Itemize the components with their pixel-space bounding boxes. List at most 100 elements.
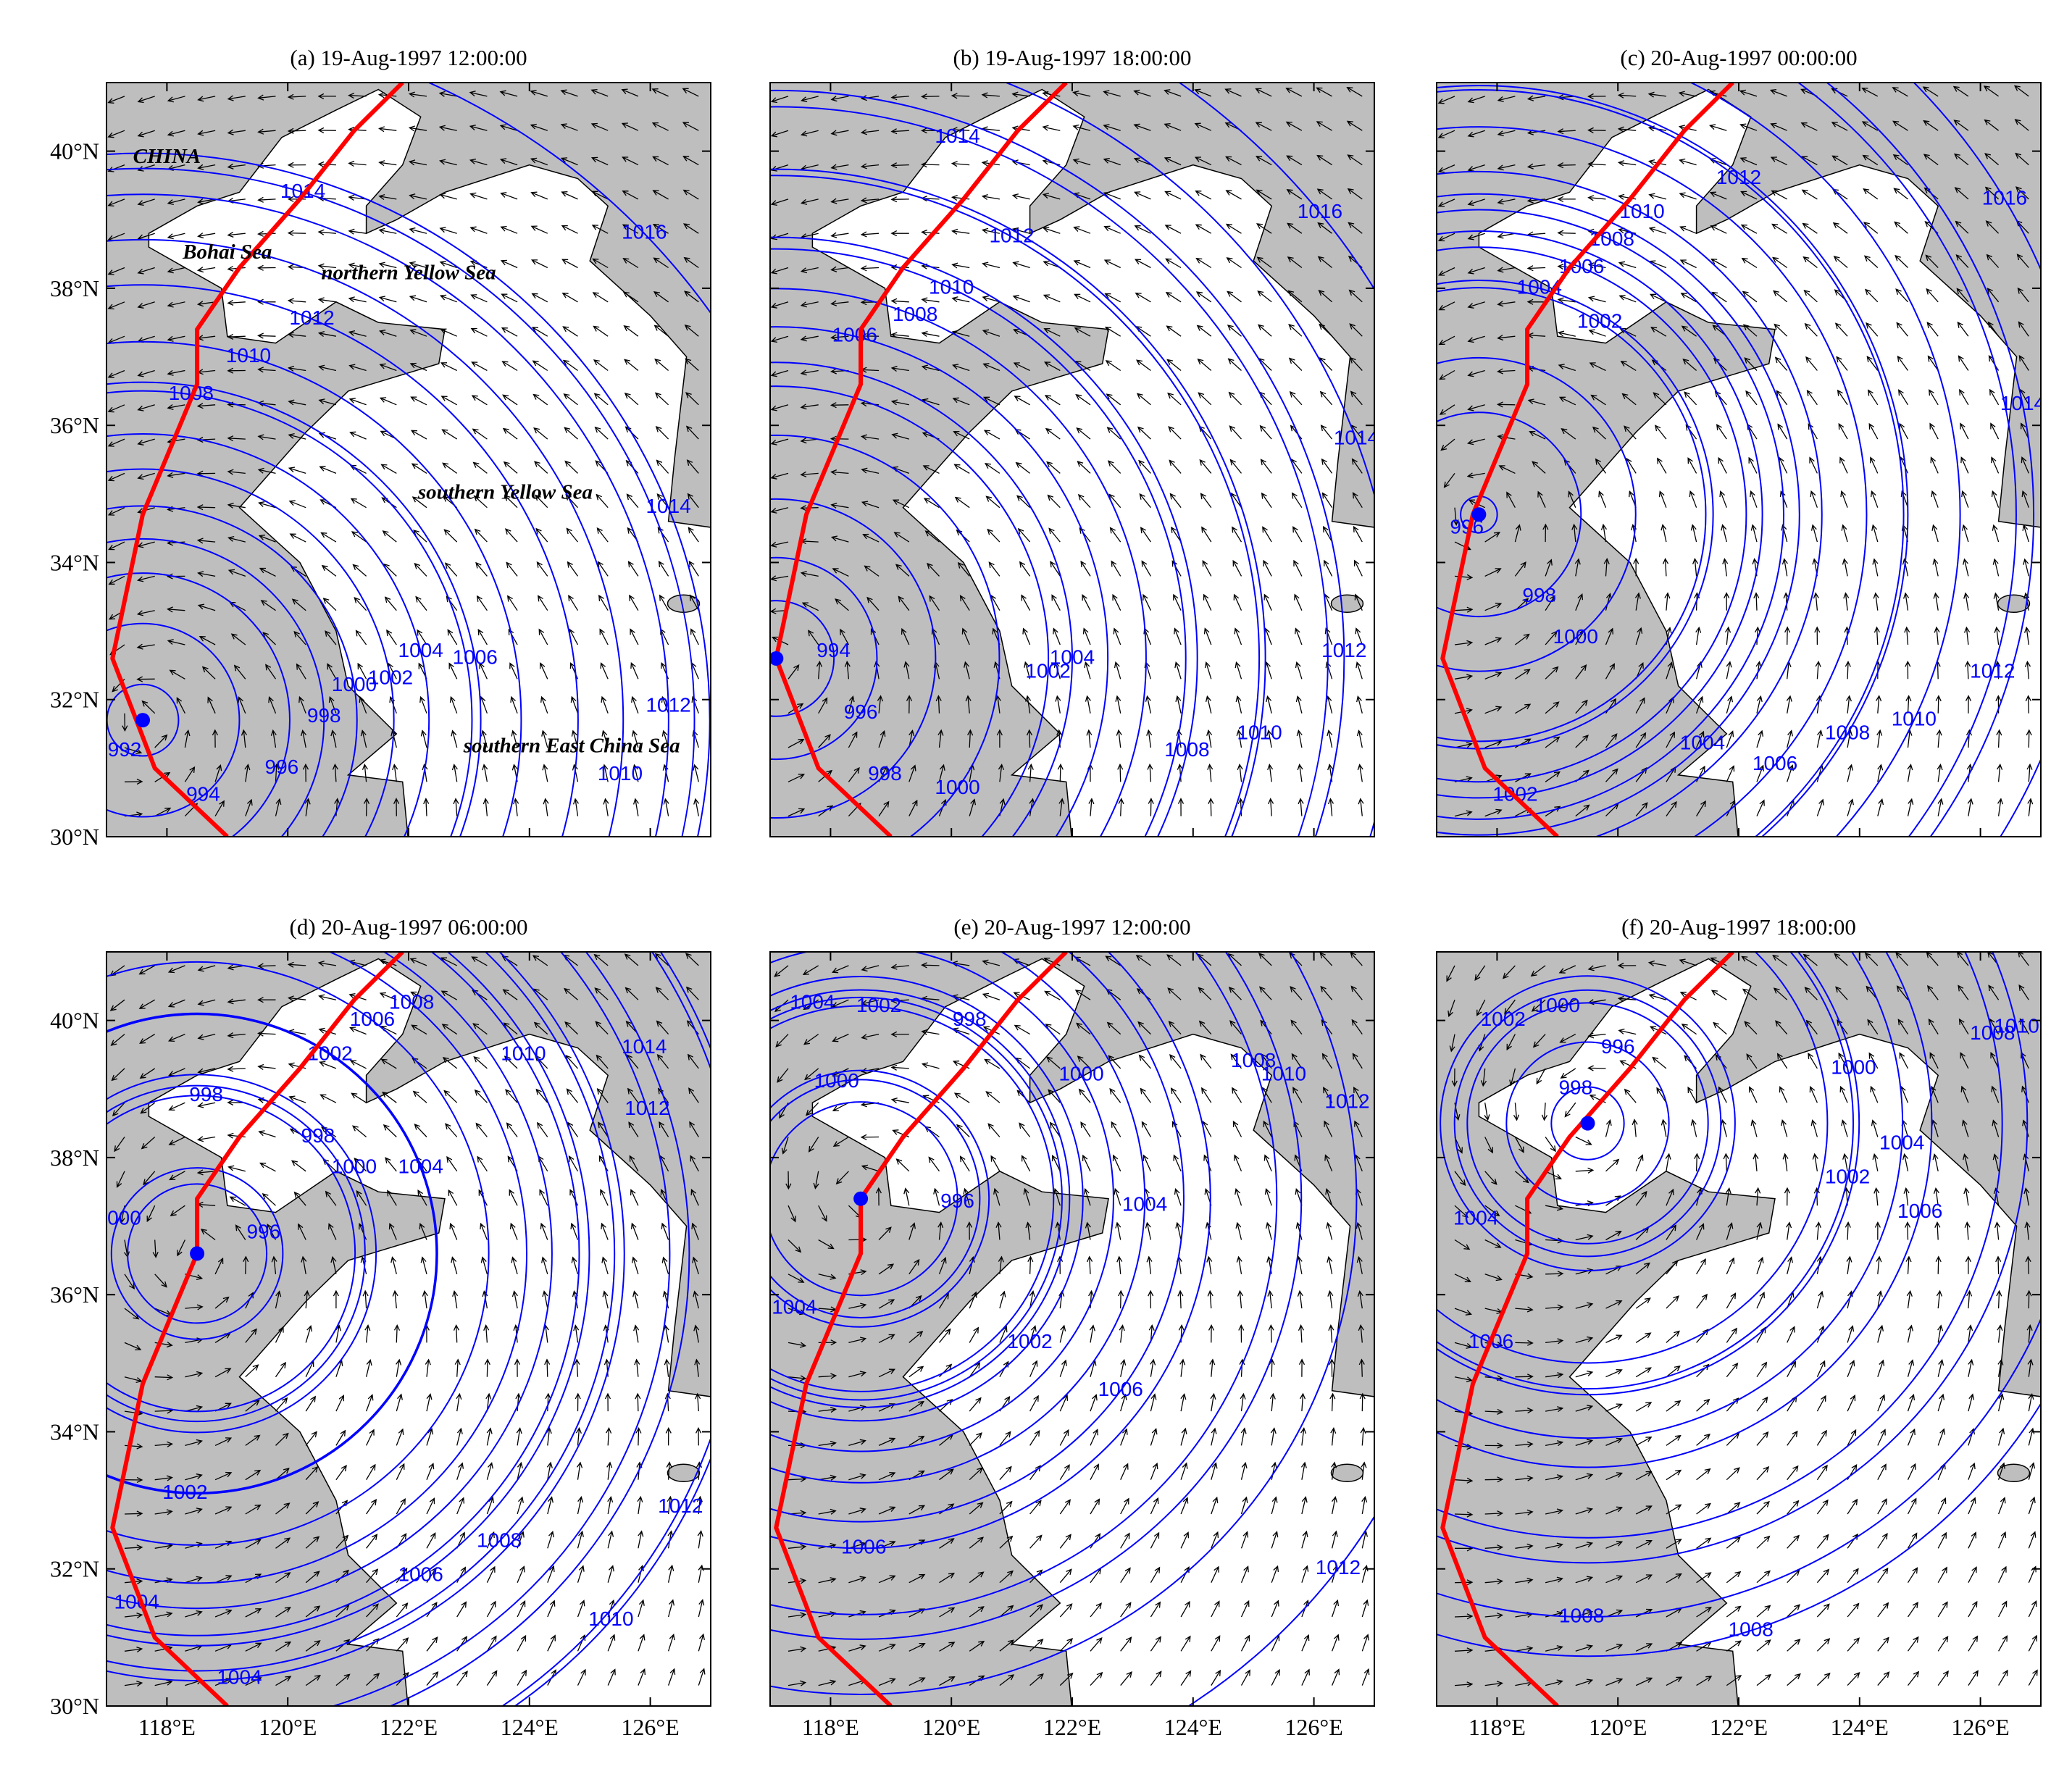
- wind-arrow: [1748, 1086, 1758, 1103]
- wind-arrow: [1997, 1427, 2005, 1446]
- wind-arrow: [1804, 322, 1818, 337]
- isobar-label: 996: [940, 1189, 974, 1212]
- wind-arrow: [1355, 627, 1363, 645]
- wind-arrow: [2013, 85, 2029, 97]
- wind-arrow: [1076, 1022, 1091, 1035]
- wind-arrow: [1171, 560, 1182, 577]
- wind-arrow: [1474, 965, 1486, 982]
- wind-arrow: [1292, 526, 1303, 543]
- wind-arrow: [257, 128, 276, 135]
- wind-arrow: [1723, 1153, 1729, 1171]
- wind-arrow: [530, 191, 548, 200]
- wind-arrow: [1839, 1085, 1848, 1103]
- isobar-label: 1004: [1453, 1206, 1498, 1229]
- wind-arrow: [1991, 490, 2000, 508]
- wind-arrow: [1635, 1505, 1653, 1515]
- wind-arrow: [607, 1495, 614, 1515]
- wind-arrow: [1575, 1610, 1594, 1618]
- wind-arrow: [486, 1462, 493, 1480]
- wind-arrow: [1952, 85, 1969, 97]
- isobar-label: 1000: [814, 1069, 859, 1092]
- wind-arrow: [601, 695, 609, 714]
- wind-arrow: [1453, 507, 1459, 527]
- wind-arrow: [176, 697, 185, 714]
- wind-arrow: [384, 596, 397, 611]
- wind-arrow: [1605, 1575, 1624, 1584]
- wind-arrow: [938, 1257, 947, 1275]
- wind-arrow: [1813, 1187, 1820, 1206]
- wind-arrow: [1769, 89, 1787, 97]
- wind-arrow: [1605, 733, 1618, 748]
- wind-arrow: [1053, 661, 1061, 680]
- isobar: [770, 952, 1278, 1615]
- isobar-label: 1014: [622, 1035, 667, 1058]
- wind-arrow: [628, 1121, 639, 1137]
- isobar: [770, 361, 1073, 837]
- wind-arrow: [230, 633, 246, 645]
- wind-arrow: [137, 198, 155, 206]
- isobar-label: 1006: [453, 645, 498, 668]
- isobar-label: 1008: [893, 303, 937, 325]
- wind-arrow: [451, 764, 458, 782]
- isobar-label: 1012: [646, 694, 690, 716]
- wind-arrow: [469, 158, 488, 166]
- wind-arrow: [631, 1256, 639, 1274]
- wind-arrow: [1323, 1087, 1333, 1103]
- wind-arrow: [2028, 1600, 2037, 1618]
- wind-arrow: [298, 1223, 306, 1240]
- wind-arrow: [1742, 290, 1758, 303]
- wind-arrow: [1907, 798, 1914, 816]
- wind-arrow: [262, 632, 276, 645]
- wind-arrow: [1575, 1136, 1592, 1145]
- wind-arrow: [305, 1571, 320, 1584]
- wind-arrow: [1484, 808, 1503, 817]
- wind-arrow: [1696, 730, 1705, 748]
- wind-arrow: [1021, 1155, 1031, 1172]
- wind-arrow: [2022, 524, 2029, 543]
- wind-arrow: [862, 533, 880, 543]
- isobar-label: 1004: [790, 990, 835, 1013]
- wind-arrow: [895, 1158, 910, 1172]
- wind-arrow: [1319, 323, 1333, 337]
- wind-arrow: [1115, 1221, 1121, 1240]
- wind-arrow: [890, 94, 909, 101]
- wind-arrow: [1120, 1567, 1131, 1584]
- wind-arrow: [1876, 695, 1882, 714]
- wind-arrow: [1014, 396, 1030, 406]
- wind-arrow: [1232, 526, 1242, 543]
- wind-arrow: [1784, 626, 1791, 645]
- wind-arrow: [951, 194, 970, 201]
- wind-arrow: [1226, 257, 1242, 269]
- wind-arrow: [878, 1644, 896, 1652]
- wind-arrow: [1262, 526, 1272, 543]
- wind-arrow: [1907, 764, 1913, 782]
- wind-arrow: [651, 122, 669, 131]
- wind-arrow: [378, 193, 397, 201]
- wind-arrow: [1605, 663, 1616, 680]
- wind-arrow: [2015, 186, 2029, 200]
- wind-arrow: [1348, 289, 1363, 303]
- wind-arrow: [1997, 763, 2003, 782]
- wind-arrow: [1868, 422, 1879, 440]
- wind-arrow: [1967, 798, 1973, 816]
- wind-arrow: [317, 330, 337, 338]
- y-tick-label: 38°N: [50, 275, 99, 301]
- wind-arrow: [1990, 422, 2000, 440]
- wind-arrow: [107, 267, 125, 275]
- wind-arrow: [638, 1564, 645, 1583]
- wind-arrow: [502, 394, 518, 406]
- wind-arrow: [1666, 1295, 1679, 1309]
- wind-arrow: [1997, 798, 2004, 816]
- wind-arrow: [1787, 1604, 1801, 1618]
- isobar-label: 998: [307, 704, 341, 727]
- wind-arrow: [114, 1137, 125, 1153]
- wind-arrow: [1587, 1032, 1606, 1039]
- wind-arrow: [939, 1642, 956, 1652]
- wind-arrow: [1180, 1670, 1192, 1686]
- wind-arrow: [1327, 1255, 1333, 1274]
- wind-arrow: [1265, 1221, 1272, 1240]
- wind-arrow: [185, 1439, 204, 1447]
- wind-arrow: [1966, 1289, 1973, 1309]
- wind-arrow: [1015, 461, 1030, 474]
- wind-arrow: [1466, 438, 1485, 446]
